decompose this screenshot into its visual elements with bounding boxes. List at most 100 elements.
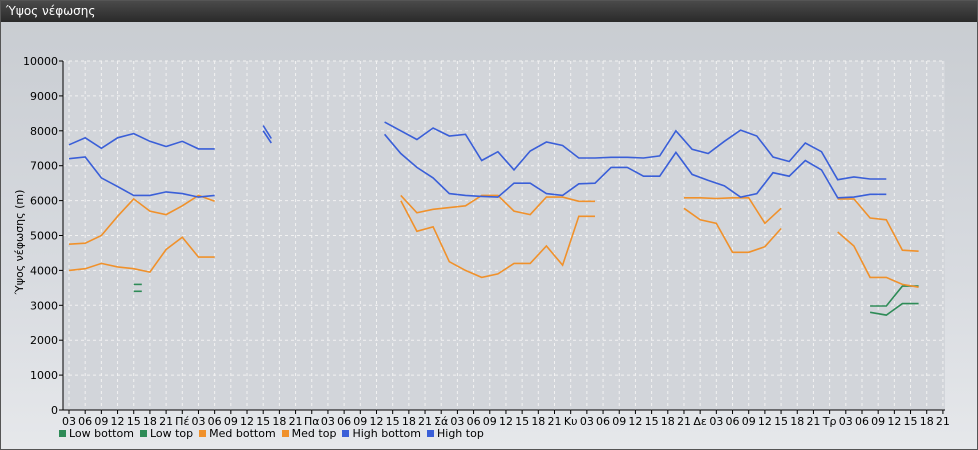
x-tick-label: 09 bbox=[742, 415, 756, 428]
x-tick-label: 09 bbox=[94, 415, 108, 428]
series-line bbox=[869, 302, 919, 316]
legend-item[interactable]: Med top bbox=[281, 427, 337, 440]
legend-label: Med bottom bbox=[209, 427, 276, 440]
x-tick-label: 12 bbox=[499, 415, 513, 428]
x-tick-label: 18 bbox=[531, 415, 545, 428]
x-tick-label: 18 bbox=[272, 415, 286, 428]
series-line bbox=[400, 200, 595, 279]
x-tick-label: 15 bbox=[386, 415, 400, 428]
x-tick-label: 21 bbox=[289, 415, 303, 428]
y-tick-label: 3000 bbox=[30, 299, 58, 312]
x-tick-label: 03 bbox=[580, 415, 594, 428]
x-tick-label: 21 bbox=[806, 415, 820, 428]
x-tick-label: 06 bbox=[855, 415, 869, 428]
legend-swatch bbox=[281, 430, 289, 437]
x-tick-label: 15 bbox=[256, 415, 270, 428]
x-tick-label: 15 bbox=[774, 415, 788, 428]
x-tick-label: 15 bbox=[515, 415, 529, 428]
legend-label: High top bbox=[437, 427, 484, 440]
y-tick-label: 6000 bbox=[30, 195, 58, 208]
legend-item[interactable]: Low top bbox=[139, 427, 194, 440]
y-tick-label: 10000 bbox=[23, 55, 58, 68]
series-line bbox=[68, 194, 215, 245]
x-tick-label: 18 bbox=[920, 415, 934, 428]
legend-item[interactable]: High top bbox=[427, 427, 484, 440]
plot-area: Ύψος νέφωσης (m) 0 1000 2000 3000 4000 5000 60… bbox=[1, 22, 977, 449]
legend-item[interactable]: High bottom bbox=[342, 427, 421, 440]
x-tick-label: 09 bbox=[483, 415, 497, 428]
x-tick-label: 21 bbox=[418, 415, 432, 428]
x-tick-label: 21 bbox=[936, 415, 950, 428]
x-tick-label: 21 bbox=[548, 415, 562, 428]
series-med-top bbox=[68, 194, 919, 252]
x-tick-label: 18 bbox=[661, 415, 675, 428]
x-tick-label: 06 bbox=[337, 415, 351, 428]
y-tick-label: 2000 bbox=[30, 334, 58, 347]
legend-label: High bottom bbox=[352, 427, 421, 440]
series-line bbox=[68, 236, 215, 273]
series-line bbox=[683, 207, 782, 254]
series-line bbox=[837, 198, 919, 252]
legend-swatch bbox=[427, 430, 434, 437]
series-line bbox=[837, 231, 919, 288]
x-tick-label: 03 bbox=[191, 415, 205, 428]
series-med-bottom bbox=[68, 200, 919, 288]
series-line bbox=[400, 194, 595, 216]
y-tick-label: 0 bbox=[51, 404, 58, 417]
legend-item[interactable]: Med bottom bbox=[199, 427, 276, 440]
legend-swatch bbox=[139, 430, 147, 437]
x-tick-label: Κυ bbox=[564, 415, 578, 428]
x-tick-label: Σά bbox=[434, 415, 448, 428]
legend-item[interactable]: Low bottom bbox=[59, 427, 134, 440]
x-tick-label: 03 bbox=[62, 415, 76, 428]
x-tick-label: 12 bbox=[240, 415, 254, 428]
series-line bbox=[262, 125, 272, 139]
x-tick-label: 06 bbox=[467, 415, 481, 428]
x-tick-label: 12 bbox=[758, 415, 772, 428]
x-tick-label: 18 bbox=[402, 415, 416, 428]
x-tick-label: 09 bbox=[224, 415, 238, 428]
series-line bbox=[262, 130, 272, 144]
series-high-bottom bbox=[68, 130, 887, 199]
y-tick-label: 8000 bbox=[30, 125, 58, 138]
x-tick-label: 12 bbox=[111, 415, 125, 428]
series-line bbox=[68, 156, 215, 198]
series-line bbox=[384, 121, 887, 181]
series-line bbox=[684, 197, 782, 225]
x-tick-label: Τρ bbox=[822, 415, 837, 428]
x-tick-label: 06 bbox=[596, 415, 610, 428]
x-tick-label: Πα bbox=[304, 415, 320, 428]
x-tick-label: 03 bbox=[709, 415, 723, 428]
legend-label: Low top bbox=[149, 427, 194, 440]
x-tick-label: 15 bbox=[127, 415, 141, 428]
y-axis-label: Ύψος νέφωσης (m) bbox=[13, 190, 26, 296]
y-tick-label: 9000 bbox=[30, 90, 58, 103]
x-tick-label: 06 bbox=[78, 415, 92, 428]
x-tick-label: 18 bbox=[790, 415, 804, 428]
legend-label: Low bottom bbox=[69, 427, 134, 440]
x-tick-label: 03 bbox=[450, 415, 464, 428]
y-tick-label: 5000 bbox=[30, 230, 58, 243]
cloud-height-chart: Ύψος νέφωσης (m) 0 1000 2000 3000 4000 5000 60… bbox=[13, 55, 950, 428]
x-tick-label: 12 bbox=[369, 415, 383, 428]
x-tick-label: 06 bbox=[726, 415, 740, 428]
x-tick-label: Πέ bbox=[175, 415, 189, 428]
x-tick-label: 09 bbox=[612, 415, 626, 428]
x-tick-label: 15 bbox=[645, 415, 659, 428]
series-low-bottom bbox=[133, 290, 919, 316]
x-tick-label: 12 bbox=[628, 415, 642, 428]
legend-label: Med top bbox=[291, 427, 337, 440]
x-tick-label: 12 bbox=[887, 415, 901, 428]
legend: Low bottom Low top Med bottom Med top High b… bbox=[59, 427, 484, 440]
y-tick-label: 1000 bbox=[30, 369, 58, 382]
y-tick-label: 7000 bbox=[30, 160, 58, 173]
x-tick-label: 06 bbox=[208, 415, 222, 428]
series-line bbox=[383, 133, 887, 199]
x-tick-label: 21 bbox=[677, 415, 691, 428]
series-high-top bbox=[68, 121, 887, 181]
x-tick-label: 03 bbox=[839, 415, 853, 428]
legend-swatch bbox=[59, 430, 66, 437]
window-title: Ύψος νέφωσης bbox=[1, 1, 977, 22]
x-tick-label: Δε bbox=[693, 415, 707, 428]
